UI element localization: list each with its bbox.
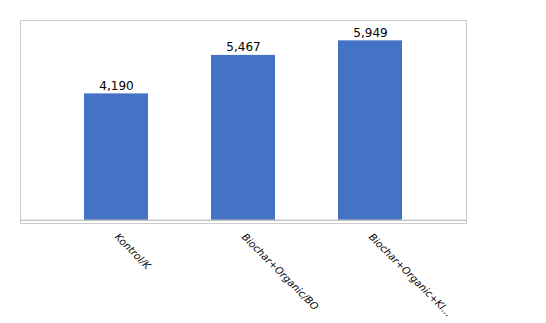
svg-text:Kontrol/K: Kontrol/K [113,231,154,272]
svg-text:5,949: 5,949 [353,26,387,40]
svg-text:4,190: 4,190 [99,79,133,93]
svg-text:5,467: 5,467 [226,40,260,54]
svg-text:Biochar+Organic/BO: Biochar+Organic/BO [240,231,321,312]
svg-text:Biochar+Organic+Kl...: Biochar+Organic+Kl... [367,231,454,318]
